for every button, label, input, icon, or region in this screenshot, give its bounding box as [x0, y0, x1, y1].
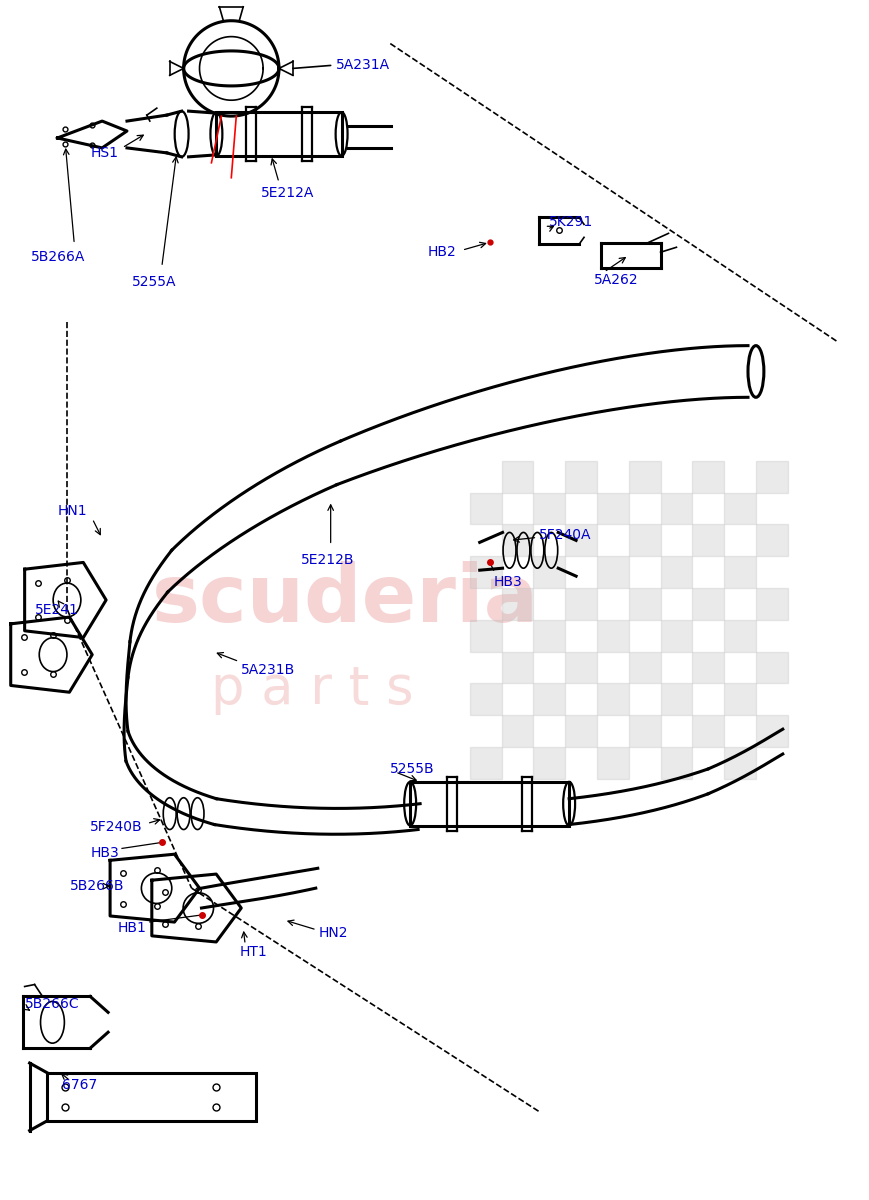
- Bar: [533, 493, 565, 524]
- Bar: [692, 588, 723, 620]
- Bar: [469, 620, 501, 652]
- Bar: [660, 620, 692, 652]
- Bar: [723, 748, 755, 779]
- Bar: [501, 461, 533, 493]
- Text: HN2: HN2: [318, 926, 348, 940]
- Bar: [216, 112, 342, 156]
- Bar: [596, 684, 628, 715]
- Bar: [533, 684, 565, 715]
- Text: HB2: HB2: [428, 245, 456, 259]
- Bar: [469, 557, 501, 588]
- Bar: [501, 652, 533, 684]
- Bar: [501, 715, 533, 748]
- Bar: [628, 461, 660, 493]
- Text: 5A262: 5A262: [594, 274, 638, 287]
- Text: scuderia: scuderia: [152, 560, 538, 638]
- Bar: [533, 748, 565, 779]
- Bar: [628, 715, 660, 748]
- Text: 5K291: 5K291: [548, 216, 593, 229]
- Text: HS1: HS1: [90, 146, 118, 160]
- Bar: [469, 748, 501, 779]
- Bar: [565, 588, 596, 620]
- Text: HB3: HB3: [493, 575, 521, 589]
- Bar: [501, 588, 533, 620]
- Text: 5B266C: 5B266C: [24, 997, 79, 1012]
- Bar: [723, 493, 755, 524]
- Bar: [596, 557, 628, 588]
- Text: p a r t s: p a r t s: [211, 664, 414, 715]
- Text: HB3: HB3: [90, 846, 119, 860]
- Bar: [755, 461, 786, 493]
- Text: 6767: 6767: [63, 1078, 97, 1092]
- Text: 5A231A: 5A231A: [335, 59, 389, 72]
- Text: 5B266B: 5B266B: [70, 880, 124, 893]
- Bar: [409, 782, 568, 826]
- Bar: [660, 684, 692, 715]
- Bar: [692, 715, 723, 748]
- Bar: [755, 588, 786, 620]
- Text: 5A231B: 5A231B: [241, 662, 295, 677]
- Bar: [755, 524, 786, 557]
- Bar: [596, 620, 628, 652]
- Bar: [692, 461, 723, 493]
- Bar: [660, 557, 692, 588]
- Bar: [723, 684, 755, 715]
- Bar: [565, 461, 596, 493]
- Bar: [565, 524, 596, 557]
- Bar: [723, 620, 755, 652]
- Bar: [533, 557, 565, 588]
- Text: 5F240B: 5F240B: [90, 820, 143, 834]
- Bar: [692, 652, 723, 684]
- Bar: [596, 748, 628, 779]
- Bar: [565, 652, 596, 684]
- Text: HT1: HT1: [239, 944, 267, 959]
- Bar: [628, 652, 660, 684]
- Bar: [755, 652, 786, 684]
- Text: HB1: HB1: [118, 920, 147, 935]
- Bar: [692, 524, 723, 557]
- Bar: [723, 557, 755, 588]
- Bar: [755, 715, 786, 748]
- Bar: [596, 493, 628, 524]
- Text: 5E212A: 5E212A: [261, 186, 314, 199]
- Text: 5255A: 5255A: [132, 275, 176, 289]
- Bar: [628, 524, 660, 557]
- Bar: [628, 588, 660, 620]
- Bar: [48, 1073, 255, 1121]
- Bar: [660, 748, 692, 779]
- Text: 5255B: 5255B: [390, 762, 434, 776]
- Bar: [469, 493, 501, 524]
- Bar: [533, 620, 565, 652]
- Text: 5B266A: 5B266A: [30, 251, 85, 264]
- Bar: [501, 524, 533, 557]
- Bar: [469, 684, 501, 715]
- Text: 5E241: 5E241: [35, 602, 78, 617]
- Text: 5E212B: 5E212B: [301, 553, 354, 568]
- Text: 5F240A: 5F240A: [539, 528, 591, 542]
- Text: HN1: HN1: [57, 504, 87, 517]
- Bar: [565, 715, 596, 748]
- Bar: [660, 493, 692, 524]
